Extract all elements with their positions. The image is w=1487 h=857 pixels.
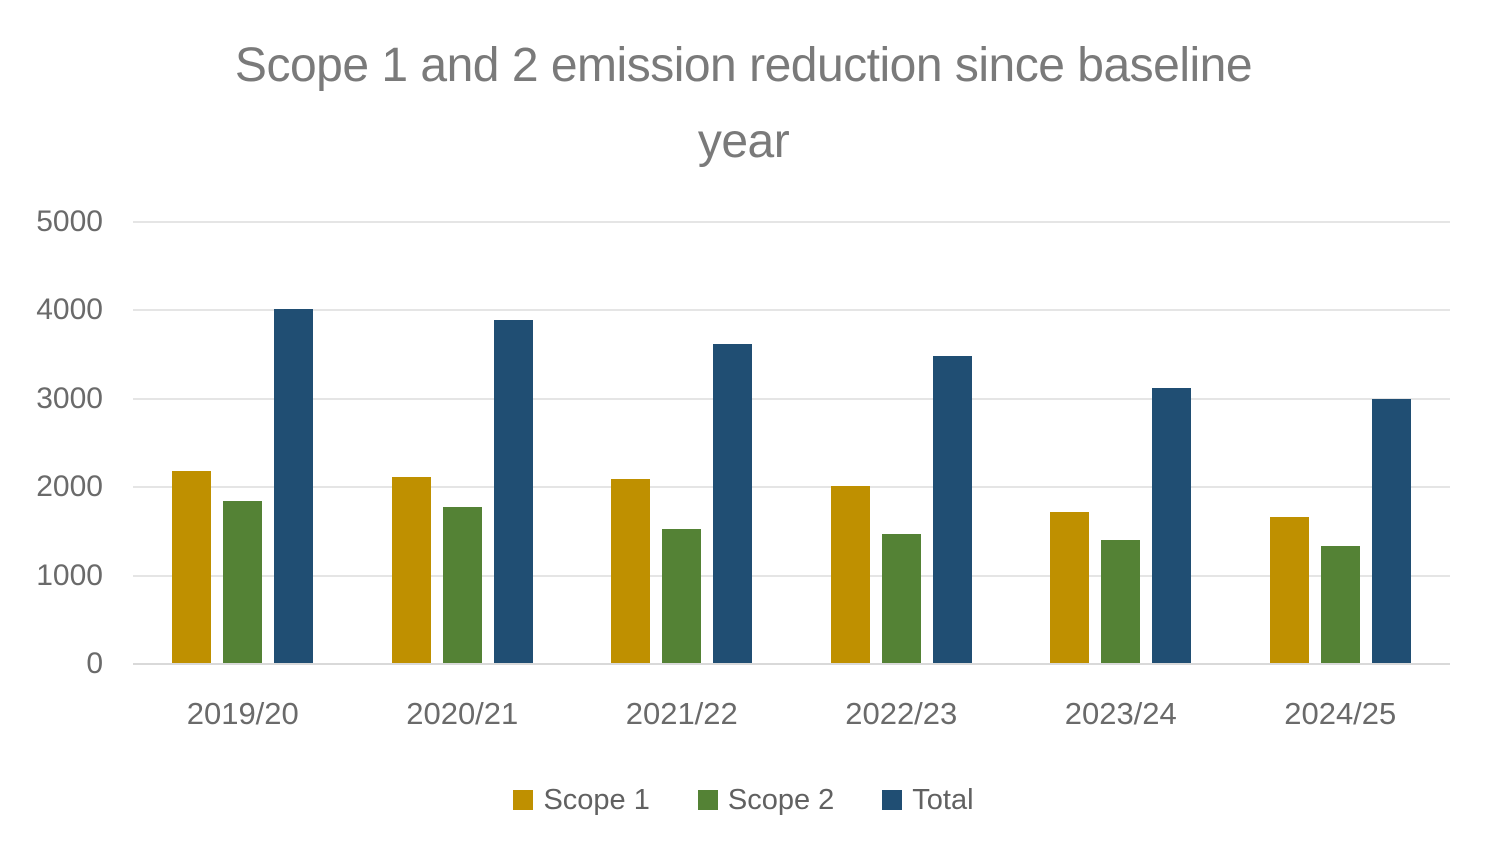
y-tick-label-3000: 3000 xyxy=(36,381,103,415)
bar-scope-2-2021-22 xyxy=(662,528,702,664)
y-tick-label-2000: 2000 xyxy=(36,470,103,504)
legend-label: Scope 2 xyxy=(727,783,835,816)
bar-scope-2-2020-21 xyxy=(442,506,482,664)
gridline-3000 xyxy=(133,397,1450,400)
bar-total-2024-25 xyxy=(1371,398,1411,664)
bar-group-2020-21 xyxy=(353,222,573,664)
bar-group-2024-25 xyxy=(1231,222,1451,664)
x-axis: 2019/20 2020/21 2021/22 2022/23 2023/24 2024/… xyxy=(133,696,1450,732)
legend: Scope 1 Scope 2 Total xyxy=(0,780,1487,820)
legend-label: Scope 1 xyxy=(543,783,650,816)
y-tick-label-1000: 1000 xyxy=(36,558,103,592)
bar-scope-2-2024-25 xyxy=(1320,545,1360,664)
x-axis-baseline xyxy=(133,663,1450,665)
bar-total-2019-20 xyxy=(274,308,314,664)
bar-scope-2-2019-20 xyxy=(223,501,263,664)
legend-swatch-icon xyxy=(697,790,718,810)
bar-group-2022-23 xyxy=(792,222,1012,664)
bar-scope-1-2024-25 xyxy=(1269,517,1309,664)
bar-total-2020-21 xyxy=(493,320,533,664)
bar-scope-1-2019-20 xyxy=(172,471,212,664)
chart-title-line2: year xyxy=(697,115,790,168)
chart-title: Scope 1 and 2 emission reduction since b… xyxy=(119,28,1369,180)
y-axis: 0 1000 2000 3000 4000 5000 xyxy=(0,205,103,680)
x-tick-label-2021-22: 2021/22 xyxy=(625,696,738,731)
y-tick-label-0: 0 xyxy=(86,647,103,680)
bar-groups xyxy=(133,222,1450,664)
bar-group-2021-22 xyxy=(572,222,792,664)
bar-scope-2-2023-24 xyxy=(1101,540,1141,664)
x-tick-label-2022-23: 2022/23 xyxy=(845,696,958,731)
y-tick-label-4000: 4000 xyxy=(36,293,103,327)
gridline-4000 xyxy=(133,309,1450,312)
legend-item-scope-1: Scope 1 xyxy=(513,783,650,817)
bar-group-2023-24 xyxy=(1011,222,1231,664)
bar-scope-1-2021-22 xyxy=(611,479,651,664)
bar-scope-1-2022-23 xyxy=(830,486,870,664)
gridline-2000 xyxy=(133,486,1450,489)
bar-total-2021-22 xyxy=(713,344,753,664)
legend-item-scope-2: Scope 2 xyxy=(697,783,835,817)
bar-scope-2-2022-23 xyxy=(881,534,921,664)
x-tick-label-2020-21: 2020/21 xyxy=(406,696,519,731)
bar-scope-1-2020-21 xyxy=(391,477,431,664)
x-tick-label-2023-24: 2023/24 xyxy=(1064,696,1177,731)
legend-label: Total xyxy=(912,783,974,816)
bar-total-2022-23 xyxy=(932,356,972,664)
y-tick-label-5000: 5000 xyxy=(36,205,103,238)
gridline-5000 xyxy=(133,221,1450,223)
legend-swatch-icon xyxy=(513,790,534,810)
chart-title-line1: Scope 1 and 2 emission reduction since b… xyxy=(234,39,1253,92)
bar-group-2019-20 xyxy=(133,222,353,664)
legend-swatch-icon xyxy=(882,790,903,810)
x-tick-label-2019-20: 2019/20 xyxy=(186,696,299,731)
gridline-1000 xyxy=(133,574,1450,577)
x-tick-label-2024-25: 2024/25 xyxy=(1284,696,1397,731)
bar-total-2023-24 xyxy=(1152,388,1192,664)
plot-area xyxy=(133,221,1450,665)
legend-item-total: Total xyxy=(882,783,974,817)
bar-scope-1-2023-24 xyxy=(1050,511,1090,664)
